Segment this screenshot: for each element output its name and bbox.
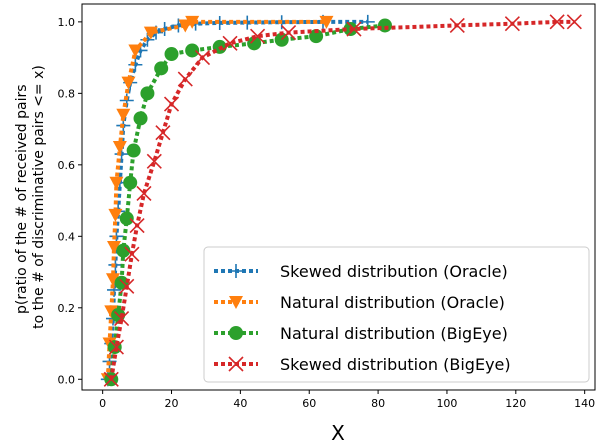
data-point: [128, 44, 143, 58]
x-axis-ticks: 0 20 40 60 80 100 120 140: [99, 390, 595, 410]
y-axis-label: p(ratio of the # of received pairs to th…: [14, 65, 47, 329]
y-tick-label: 0.4: [58, 230, 76, 243]
data-point: [194, 50, 211, 66]
series-layer: [100, 14, 582, 387]
data-point: [103, 371, 119, 387]
series-line: [109, 19, 575, 380]
legend-entry: Skewed distribution (BigEye): [214, 355, 511, 374]
data-point: [222, 35, 238, 51]
legend-label: Natural distribution (Oracle): [280, 293, 505, 312]
data-point: [146, 153, 162, 169]
x-tick-label: 0: [99, 397, 106, 410]
data-point: [105, 273, 120, 287]
data-point: [112, 140, 127, 154]
data-point: [346, 21, 362, 37]
data-point: [114, 310, 130, 327]
legend-label: Skewed distribution (Oracle): [280, 262, 508, 281]
x-tick-label: 20: [165, 397, 179, 410]
data-point: [163, 96, 180, 112]
data-point: [123, 175, 138, 190]
legend-swatch-marker: [229, 264, 243, 278]
plot-frame: [81, 3, 596, 391]
x-tick-label: 120: [505, 397, 526, 410]
data-point: [126, 143, 141, 158]
y-axis-ticks: 0.0 0.2 0.4 0.6 0.8 1.0: [58, 16, 82, 386]
legend-swatch-marker: [229, 296, 243, 309]
data-point: [549, 14, 565, 30]
data-point: [155, 125, 171, 141]
data-point: [154, 61, 169, 76]
y-tick-label: 0.6: [58, 159, 76, 172]
y-tick-label: 1.0: [58, 16, 76, 29]
data-point: [107, 340, 122, 355]
data-point: [124, 246, 140, 262]
legend-entry: Skewed distribution (Oracle): [214, 262, 508, 281]
data-point: [129, 218, 145, 234]
data-point: [116, 108, 131, 122]
data-point: [108, 339, 124, 355]
y-tick-label: 0.2: [58, 302, 76, 315]
legend: Skewed distribution (Oracle) Natural dist…: [203, 246, 590, 383]
data-point: [377, 18, 392, 33]
data-point: [504, 16, 520, 32]
y-tick-label: 0.8: [58, 87, 76, 100]
data-point: [140, 86, 155, 101]
data-point: [104, 305, 119, 319]
data-point: [281, 25, 297, 41]
legend-entry: Natural distribution (BigEye): [214, 324, 508, 343]
x-tick-label: 100: [436, 397, 457, 410]
data-point: [143, 26, 158, 40]
data-point: [185, 43, 200, 58]
data-point: [108, 208, 123, 222]
data-point: [566, 14, 582, 30]
y-axis-label-line-1: p(ratio of the # of received pairs: [14, 84, 30, 313]
y-tick-label: 0.0: [58, 373, 76, 386]
data-point: [133, 111, 148, 126]
data-point: [119, 211, 134, 226]
data-point: [185, 15, 200, 29]
x-tick-label: 140: [574, 397, 595, 410]
legend-swatch-marker: [228, 356, 244, 372]
x-tick-label: 80: [371, 397, 385, 410]
series-4: [103, 14, 582, 387]
x-tick-label: 60: [302, 397, 316, 410]
data-point: [250, 28, 266, 44]
legend-box: [203, 246, 590, 383]
y-axis-label-line-2: to the # of discriminative pairs <= x): [31, 65, 47, 329]
data-point: [309, 29, 324, 44]
data-point: [121, 76, 136, 90]
data-point: [449, 17, 465, 34]
data-point: [116, 243, 131, 258]
data-point: [178, 19, 193, 33]
data-point: [109, 176, 124, 190]
data-point: [119, 278, 135, 294]
legend-swatch-marker: [229, 326, 243, 340]
data-point: [136, 185, 152, 201]
legend-label: Natural distribution (BigEye): [280, 324, 508, 343]
data-point: [319, 15, 334, 29]
data-point: [107, 241, 122, 255]
legend-entry: Natural distribution (Oracle): [214, 293, 505, 312]
data-point: [177, 71, 193, 87]
legend-label: Skewed distribution (BigEye): [280, 355, 511, 374]
x-axis-label: X: [331, 421, 345, 445]
data-point: [164, 47, 179, 62]
x-tick-label: 40: [233, 397, 247, 410]
data-point: [247, 36, 262, 51]
